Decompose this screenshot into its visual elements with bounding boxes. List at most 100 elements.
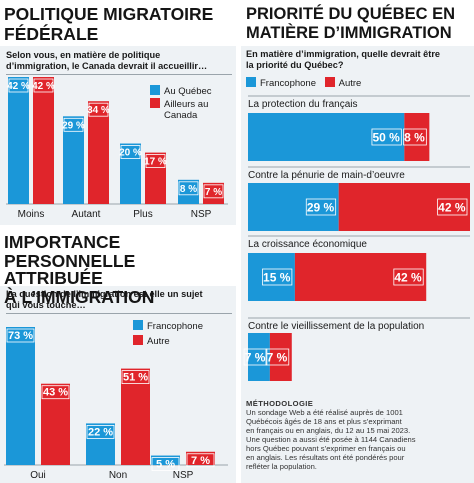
data-label: 29 % [62,120,85,131]
data-label-box [243,348,268,366]
data-label: 42 % [438,201,466,215]
data-label: 42 % [394,271,422,285]
methodology-title: MÉTHODOLOGIE [246,399,314,408]
panel-title: IMPORTANCE PERSONNELLE ATTRIBUÉE À L’IMM… [0,232,236,305]
bar [178,179,199,204]
legend-swatch [150,98,160,108]
data-label: 7 % [267,351,288,365]
question-line: la priorité du Québec? [246,60,344,70]
panel-title: POLITIQUE MIGRATOIRE FÉDÉRALE [0,0,236,46]
legend: Au Québec Ailleurs au Canada [150,85,212,121]
bar [404,113,430,161]
legend-label: Autre [147,336,170,347]
category-label: Moins [18,209,45,220]
data-label-box [63,117,84,132]
data-label: 43 % [43,387,68,399]
legend: Francophone Autre [246,77,361,89]
data-label-box [437,198,468,216]
category-label: NSP [173,470,194,481]
data-label-box [88,102,109,117]
title-line: À L’IMMIGRATION [4,286,155,307]
data-label-box [145,154,166,168]
legend-label: Canada [164,110,198,121]
bar [8,77,29,204]
category-label: Oui [30,470,46,481]
question: En matière d’immigration, quelle devrait… [246,49,472,71]
bar [338,183,470,231]
data-label: 51 % [123,372,148,384]
data-label-box [33,78,54,93]
data-label-box [403,128,427,146]
data-label: 73 % [8,330,33,342]
bar [6,327,35,465]
legend-label: Ailleurs au [164,99,209,110]
legend-swatch [133,335,143,345]
data-label-box [8,78,29,93]
data-label: 5 % [156,459,175,471]
bar [151,455,180,465]
legend-item: Autre [324,77,362,89]
panel-title: PRIORITÉ DU QUÉBEC EN MATIÈRE D’IMMIGRAT… [241,0,474,46]
legend-item: Francophone [133,320,203,332]
data-label-box [203,184,224,199]
methodology-line: hors Québec pouvant s’exprimer en frança… [246,444,406,453]
legend: Francophone Autre [133,320,203,347]
methodology-line: Une question a aussi été posée à 1144 Ca… [246,435,416,444]
legend-label: Autre [338,78,362,89]
question-line: La question de l’immigration est elle un… [6,289,203,299]
legend-label: Francophone [260,78,316,89]
divider [6,74,232,75]
data-label: 20 % [119,148,142,159]
bar [186,451,215,465]
legend-swatch [133,320,143,330]
data-label-box [305,198,337,216]
question-line: Selon vous, en matière de politique [6,50,161,60]
legend-label: Au Québec [164,86,212,97]
bar [248,333,270,381]
legend-swatch [150,85,160,95]
methodology: MÉTHODOLOGIE Un sondage Web a été réalis… [246,399,472,471]
legend-item: Francophone [246,77,316,89]
panel-quebec-priority: PRIORITÉ DU QUÉBEC EN MATIÈRE D’IMMIGRAT… [241,0,474,483]
methodology-line: en anglais. Les résultats ont été pondér… [246,453,405,462]
data-label-box [371,128,402,146]
title-line: FÉDÉRALE [4,23,99,44]
data-label: 8 % [180,184,197,195]
bar [63,116,84,204]
data-label: 42 % [32,81,55,92]
question-line: En matière d’immigration, quelle devrait… [246,49,441,59]
methodology-line: Un sondage Web a été réalisé auprès de 1… [246,408,403,417]
legend-swatch [324,77,335,87]
data-label: 7 % [191,455,210,467]
data-label-box [151,457,180,471]
data-label: 34 % [87,105,110,116]
data-label: 29 % [307,201,335,215]
data-label-box [262,268,293,286]
title-line: PERSONNELLE ATTRIBUÉE [4,250,136,288]
data-label: 8 % [404,131,425,145]
data-label-box [178,181,199,196]
category-label: Plus [133,209,152,220]
data-label-box [120,145,141,159]
chart-quebec-priority: La protection du français 50 % 8 % Contre l… [243,95,470,381]
question: La question de l’immigration est elle un… [6,289,234,311]
category-label: NSP [191,209,212,220]
legend-item: Au Québec [150,85,212,97]
category-label: Contre la pénurie de main-d’oeuvre [248,170,405,181]
data-label: 42 % [7,81,30,92]
bar [86,423,115,465]
bar [294,253,427,301]
category-label: Contre le vieillissement de la populatio… [248,321,424,332]
data-label: 15 % [263,271,291,285]
legend-label: Francophone [147,321,203,332]
data-label: 17 % [144,157,167,168]
methodology-line: Québécois âgés de 18 ans et plus s’expri… [246,417,402,426]
bar [269,333,292,381]
bar [248,183,339,231]
question-line: qui vous touche… [6,300,86,310]
bar [203,182,224,204]
data-label: 7 % [205,187,222,198]
chart-personal-importance: 73 % 43 % Oui 22 % 51 % Non 5 % 7 % NSP [4,327,228,481]
legend-item: Ailleurs au [150,98,212,110]
bar [33,77,54,204]
